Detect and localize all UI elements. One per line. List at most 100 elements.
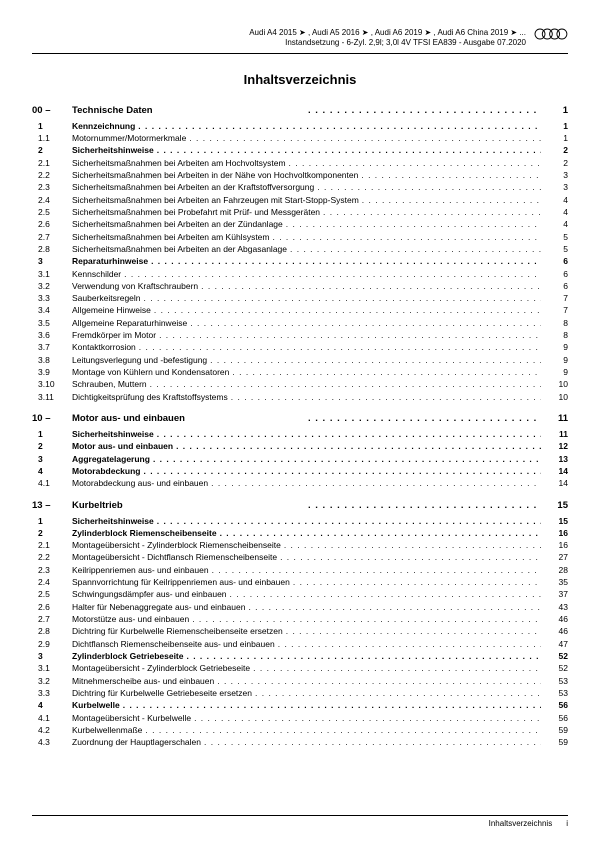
leader-dots: . . . . . . . . . . . . . . . . . . . . … [192,613,541,625]
entry-number: 2.1 [32,157,72,169]
entry-label: Montageübersicht - Zylinderblock Riemens… [72,539,281,551]
entry-page: 43 [544,601,568,613]
toc-entry: 4.1Montageübersicht - Kurbelwelle . . . … [32,712,568,724]
entry-page: 7 [544,304,568,316]
leader-dots: . . . . . . . . . . . . . . . . . . . . … [144,292,541,304]
entry-label: Kennzeichnung [72,120,135,132]
leader-dots: . . . . . . . . . . . . . . . . . . . . … [143,465,541,477]
entry-label: Montage von Kühlern und Kondensatoren [72,366,229,378]
entry-page: 4 [544,218,568,230]
page-footer: Inhaltsverzeichnis i [32,815,568,828]
entry-number: 2.3 [32,564,72,576]
entry-page: 52 [544,650,568,662]
leader-dots: . . . . . . . . . . . . . . . . . . . . … [280,551,541,563]
entry-number: 3.11 [32,391,72,403]
leader-dots: . . . . . . . . . . . . . . . . . . . . … [211,477,541,489]
toc-entry: 2.1Montageübersicht - Zylinderblock Riem… [32,539,568,551]
leader-dots: . . . . . . . . . . . . . . . . . . . . … [123,699,541,711]
entry-label: Motorabdeckung aus- und einbauen [72,477,208,489]
entry-label: Sicherheitsmaßnahmen bei Arbeiten an der… [72,218,283,230]
entry-page: 47 [544,638,568,650]
leader-dots: . . . . . . . . . . . . . . . . . . . . … [124,268,541,280]
toc-entry: 2.4Sicherheitsmaßnahmen bei Arbeiten an … [32,194,568,206]
entry-label: Motorabdeckung [72,465,140,477]
leader-dots: . . . . . . . . . . . . . . . . . . . . … [232,366,541,378]
leader-dots: . . . . . . . . . . . . . . . . . . . . … [157,428,541,440]
leader-dots: . . . . . . . . . . . . . . . . . . . . … [293,576,541,588]
entry-label: Sicherheitshinweise [72,515,154,527]
entry-number: 2.8 [32,243,72,255]
entry-page: 12 [544,440,568,452]
leader-dots: . . . . . . . . . . . . . . . . . . . . … [176,440,541,452]
toc-entry: 3.3Sauberkeitsregeln . . . . . . . . . .… [32,292,568,304]
entry-page: 2 [544,157,568,169]
entry-page: 13 [544,453,568,465]
entry-number: 3.3 [32,292,72,304]
section-number: 10 – [32,413,72,424]
leader-dots: . . . . . . . . . . . . . . . . . . . . … [286,218,541,230]
entry-number: 2.2 [32,551,72,563]
entry-number: 2 [32,144,72,156]
entry-page: 3 [544,169,568,181]
entry-number: 3.5 [32,317,72,329]
entry-number: 1 [32,120,72,132]
leader-dots: . . . . . . . . . . . . . . . . . . . . … [290,243,541,255]
entry-label: Allgemeine Hinweise [72,304,151,316]
page-header: Audi A4 2015 ➤ , Audi A5 2016 ➤ , Audi A… [32,28,568,54]
entry-page: 56 [544,699,568,711]
entry-number: 1 [32,428,72,440]
entry-label: Keilrippenriemen aus- und einbauen [72,564,209,576]
entry-label: Sauberkeitsregeln [72,292,141,304]
entry-label: Kurbelwelle [72,699,120,711]
leader-dots: . . . . . . . . . . . . . . . . . . . . … [220,527,541,539]
entry-number: 4 [32,699,72,711]
toc-entry: 3.3Dichtring für Kurbelwelle Getriebesei… [32,687,568,699]
page-title: Inhaltsverzeichnis [32,72,568,87]
entry-page: 1 [544,120,568,132]
entry-page: 28 [544,564,568,576]
leader-dots: . . . . . . . . . . . . . . . . . . . . … [212,564,541,576]
toc-entry: 2.3Keilrippenriemen aus- und einbauen . … [32,564,568,576]
toc-entry: 3.1Kennschilder . . . . . . . . . . . . … [32,268,568,280]
leader-dots: . . . . . . . . . . . . . . . . . . . . … [255,687,541,699]
toc-entry: 2Motor aus- und einbauen . . . . . . . .… [32,440,568,452]
leader-dots: . . . . . . . . . . . . . . . . . . . . … [210,354,541,366]
leader-dots: . . . . . . . . . . . . . . . . . . . . … [157,515,541,527]
toc-section-heading: 10 –Motor aus- und einbauen . . . . . . … [32,413,568,424]
entry-label: Sicherheitsmaßnahmen bei Arbeiten am Hoc… [72,157,286,169]
toc-entry: 3Aggregatelagerung . . . . . . . . . . .… [32,453,568,465]
toc-entry: 4Kurbelwelle . . . . . . . . . . . . . .… [32,699,568,711]
toc-entry: 3.5Allgemeine Reparaturhinweise . . . . … [32,317,568,329]
leader-dots: . . . . . . . . . . . . . . . . . . . . … [323,206,541,218]
entry-number: 2.5 [32,206,72,218]
leader-dots: . . . . . . . . . . . . . . . . . . . . … [190,317,541,329]
entry-label: Zylinderblock Riemenscheibenseite [72,527,217,539]
entry-label: Sicherheitsmaßnahmen bei Arbeiten in der… [72,169,358,181]
leader-dots: . . . . . . . . . . . . . . . . . . . . … [284,539,541,551]
entry-page: 7 [544,292,568,304]
toc-entry: 3.2Verwendung von Kraftschraubern . . . … [32,280,568,292]
entry-number: 2.6 [32,218,72,230]
entry-page: 52 [544,662,568,674]
entry-number: 3.3 [32,687,72,699]
entry-label: Dichtring für Kurbelwelle Getriebeseite … [72,687,252,699]
entry-page: 53 [544,675,568,687]
entry-number: 3.2 [32,280,72,292]
entry-number: 3.9 [32,366,72,378]
entry-label: Aggregatelagerung [72,453,150,465]
entry-label: Montageübersicht - Dichtflansch Riemensc… [72,551,277,563]
toc-entry: 3Reparaturhinweise . . . . . . . . . . .… [32,255,568,267]
section-label: Motor aus- und einbauen [72,413,305,424]
entry-label: Sicherheitsmaßnahmen bei Arbeiten an Fah… [72,194,359,206]
entry-label: Kurbelwellenmaße [72,724,142,736]
leader-dots: . . . . . . . . . . . . . . . . . . . . … [139,341,541,353]
entry-label: Motor aus- und einbauen [72,440,173,452]
entry-page: 27 [544,551,568,563]
section-number: 13 – [32,500,72,511]
entry-label: Montageübersicht - Zylinderblock Getrieb… [72,662,250,674]
entry-label: Allgemeine Reparaturhinweise [72,317,187,329]
entry-label: Spannvorrichtung für Keilrippenriemen au… [72,576,290,588]
entry-number: 4 [32,465,72,477]
entry-number: 3.8 [32,354,72,366]
entry-page: 5 [544,231,568,243]
